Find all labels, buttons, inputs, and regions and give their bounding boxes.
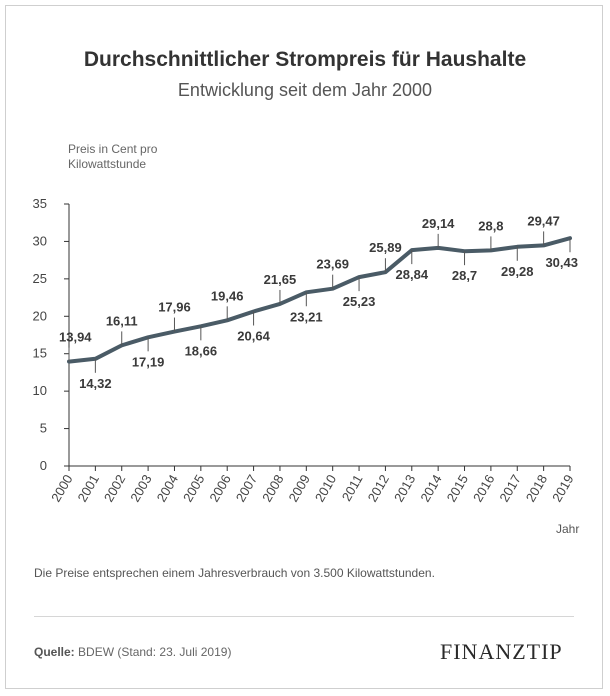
x-tick-label: 2013 [391,472,418,505]
x-axis-label: Jahr [556,522,580,536]
x-tick-label: 2001 [75,472,102,505]
y-tick-label: 20 [33,308,47,323]
data-label: 21,65 [264,272,297,287]
x-tick-label: 2008 [259,472,286,505]
x-tick-label: 2000 [48,472,75,505]
x-tick-label: 2019 [549,472,576,505]
data-label: 13,94 [59,330,92,345]
y-tick-label: 10 [33,383,47,398]
data-label: 28,84 [396,267,429,282]
y-tick-label: 5 [40,421,47,436]
data-label: 17,96 [158,300,191,315]
x-tick-label: 2003 [127,472,154,505]
data-label: 25,23 [343,294,376,309]
footnote: Die Preise entsprechen einem Jahresverbr… [34,566,435,580]
x-tick-label: 2004 [154,472,181,505]
data-label: 16,11 [106,313,138,328]
source-line: Quelle: BDEW (Stand: 23. Juli 2019) [34,645,231,659]
x-tick-label: 2018 [523,472,550,505]
data-label: 28,8 [478,218,503,233]
chart-frame [5,5,603,689]
x-tick-label: 2012 [365,472,392,505]
divider [34,616,574,617]
data-label: 25,89 [369,240,402,255]
x-tick-label: 2015 [444,472,471,505]
data-label: 30,43 [545,255,578,270]
finanztip-logo: FINANZTIP [440,639,563,665]
y-tick-label: 35 [33,196,47,211]
x-tick-label: 2007 [233,472,260,505]
y-tick-label: 15 [33,346,47,361]
data-label: 20,64 [237,328,270,343]
x-tick-label: 2010 [312,472,339,505]
series-line [67,236,572,364]
y-axis-label: Preis in Cent pro Kilowattstunde [68,142,158,171]
data-label: 18,66 [185,343,218,358]
x-tick-label: 2017 [496,472,523,505]
y-tick-label: 0 [40,458,47,473]
source-text: BDEW (Stand: 23. Juli 2019) [78,645,232,659]
x-tick-label: 2014 [417,472,444,505]
logo-tip-text: TIP [526,639,563,664]
y-tick-label: 30 [33,233,47,248]
y-tick-label: 25 [33,271,47,286]
chart-subtitle: Entwicklung seit dem Jahr 2000 [177,80,433,100]
data-label: 23,21 [290,309,323,324]
logo-main-text: FINANZ [440,639,527,664]
x-tick-label: 2016 [470,472,497,505]
x-tick-label: 2011 [339,472,366,504]
x-tick-label: 2006 [206,472,233,505]
chart-title: Durchschnittlicher Strompreis für Hausha… [83,48,527,71]
data-label: 29,28 [501,264,534,279]
data-label: 23,69 [316,257,349,272]
x-tick-label: 2005 [180,472,207,505]
data-label: 17,19 [132,354,165,369]
data-label: 29,14 [422,216,455,231]
x-tick-label: 2002 [101,472,128,505]
source-label: Quelle: [34,645,75,659]
data-label: 29,47 [527,213,560,228]
data-label: 14,32 [79,376,112,391]
data-label: 28,7 [452,268,477,283]
data-label: 19,46 [211,288,244,303]
x-tick-label: 2009 [285,472,312,505]
